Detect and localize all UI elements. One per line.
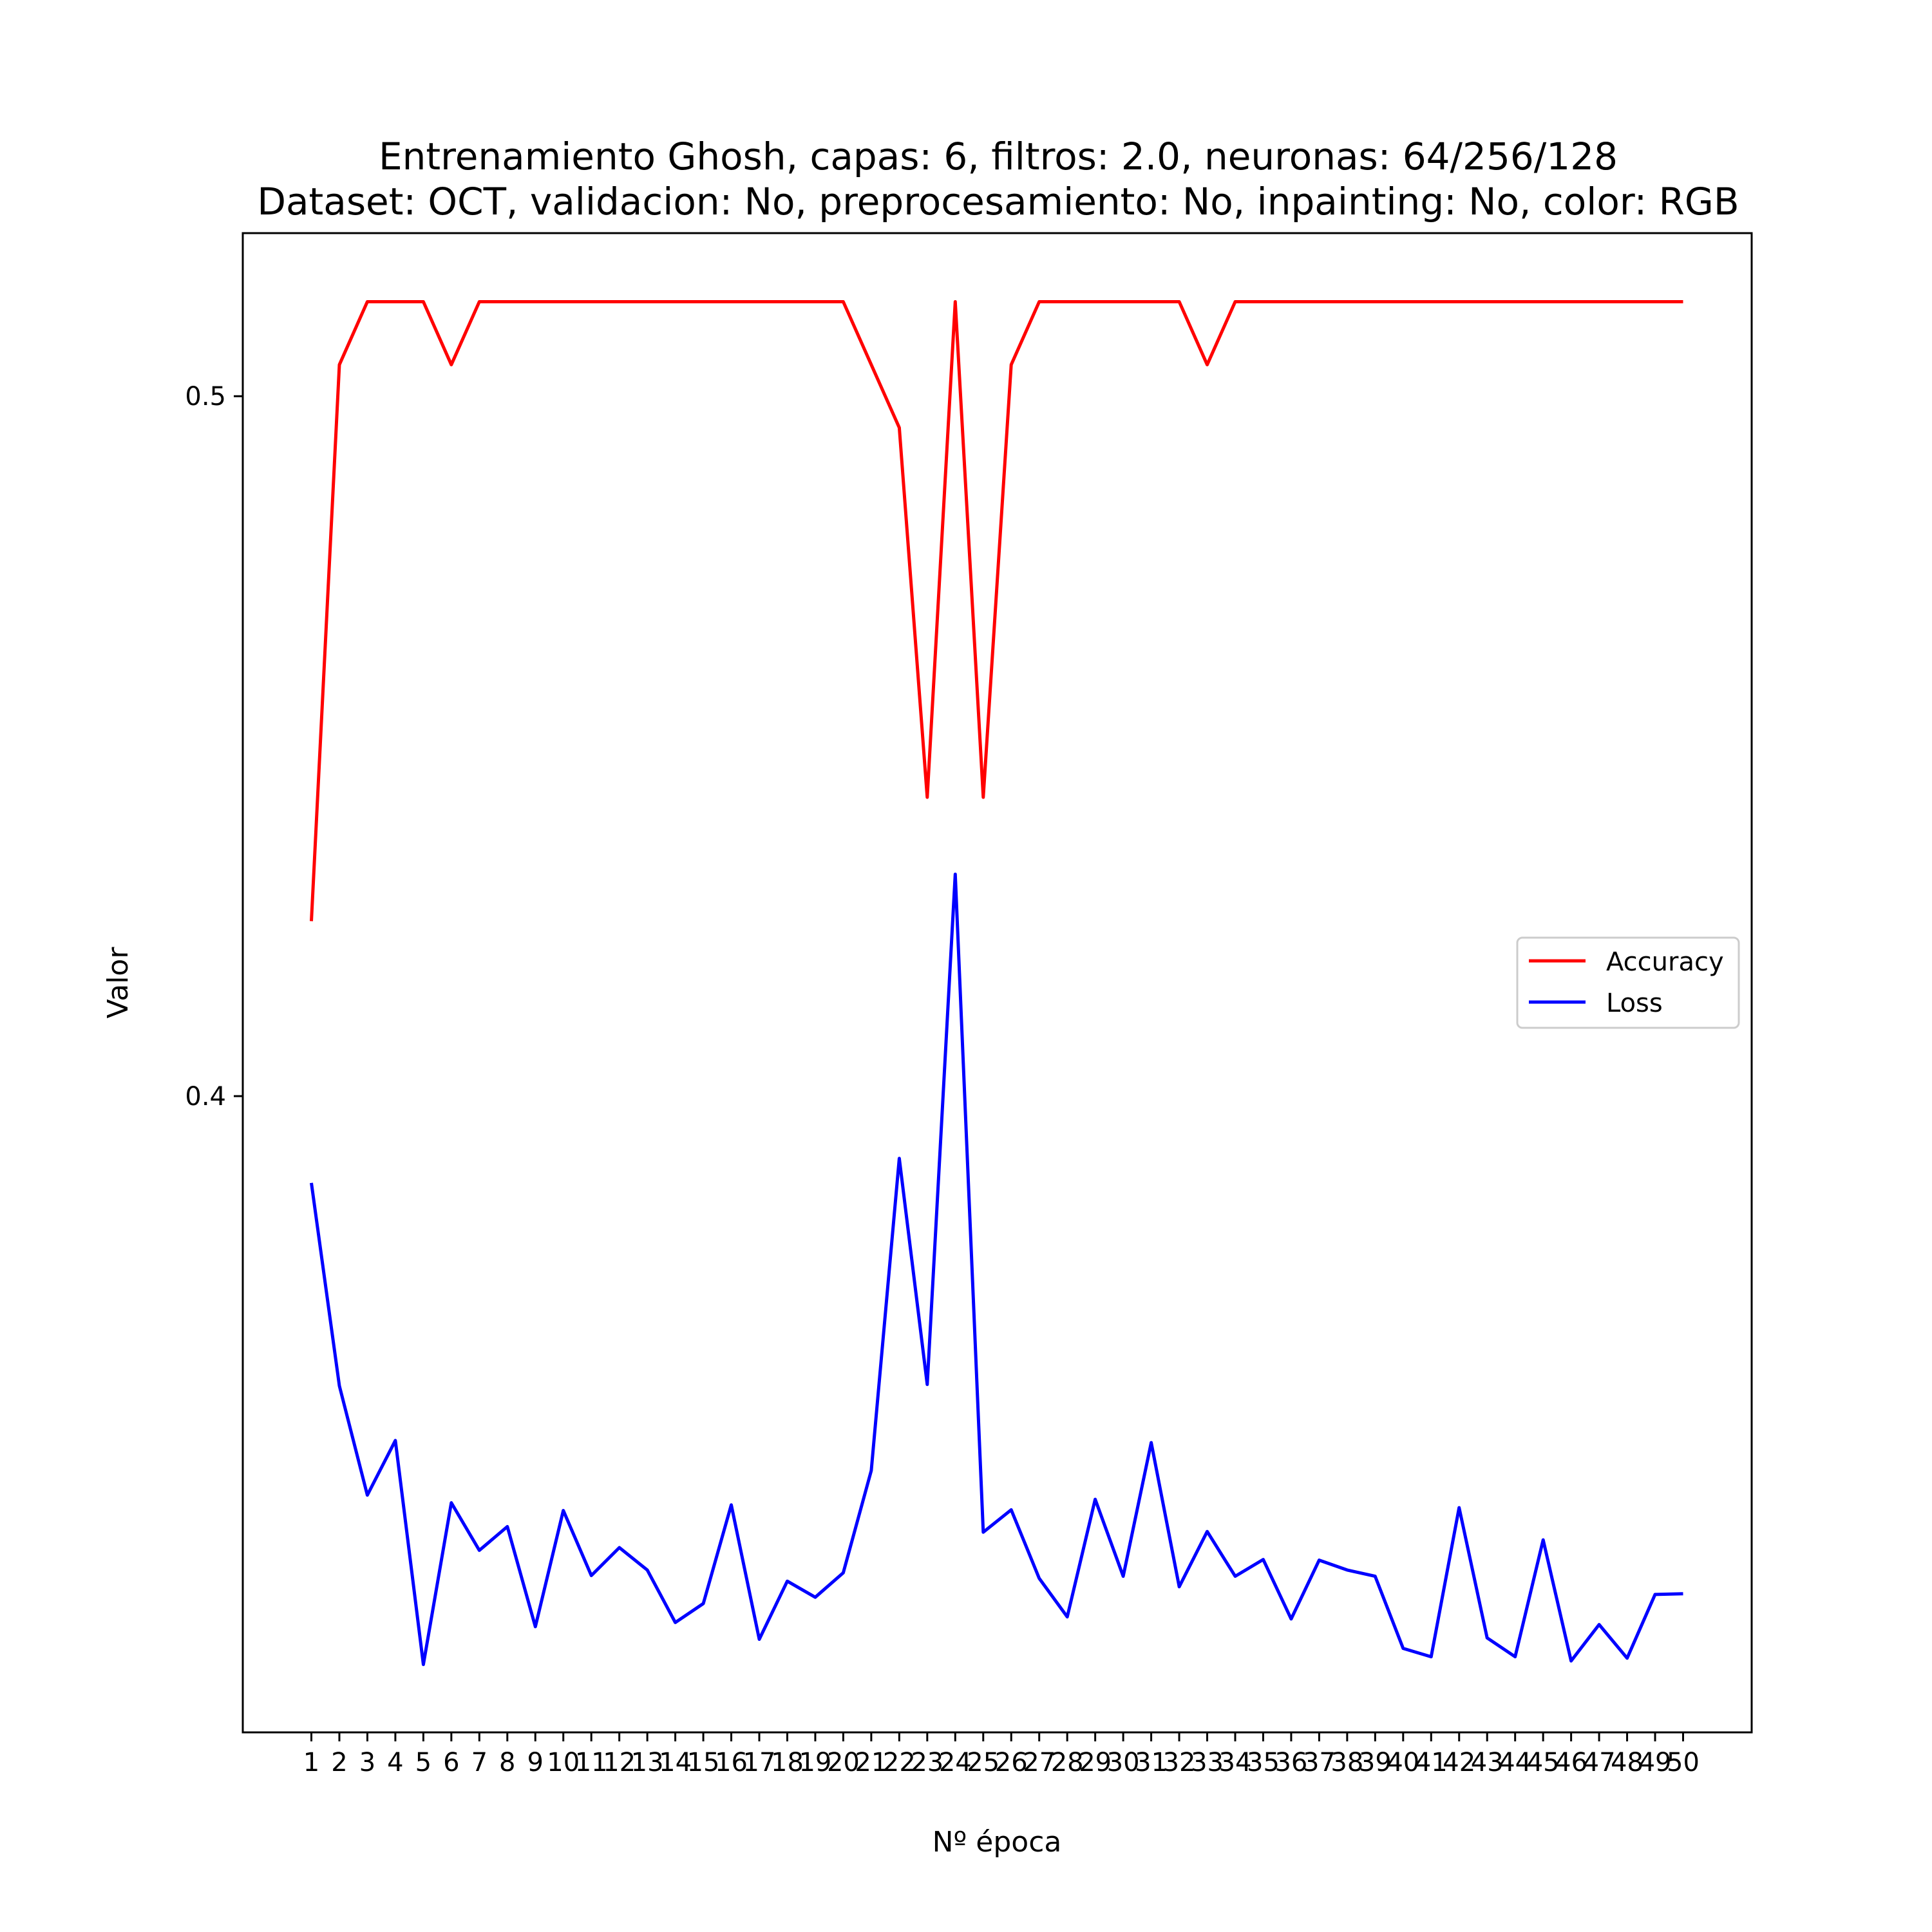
legend-label-accuracy: Accuracy xyxy=(1606,947,1724,977)
x-tick-label: 33 xyxy=(1191,1748,1224,1777)
x-tick-label: 50 xyxy=(1667,1748,1700,1777)
x-tick-label: 44 xyxy=(1499,1748,1531,1777)
legend-label-loss: Loss xyxy=(1606,989,1663,1018)
x-tick-label: 43 xyxy=(1471,1748,1504,1777)
x-tick-label: 21 xyxy=(855,1748,887,1777)
x-tick-label: 23 xyxy=(911,1748,943,1777)
x-tick-label: 30 xyxy=(1107,1748,1140,1777)
x-axis-label: Nº época xyxy=(933,1826,1062,1859)
series-line-accuracy xyxy=(310,300,1683,922)
x-tick-label: 1 xyxy=(303,1748,319,1777)
chart-title: Entrenamiento Ghosh, capas: 6, filtros: … xyxy=(379,135,1618,178)
x-tick-label: 35 xyxy=(1247,1748,1280,1777)
x-tick-label: 20 xyxy=(827,1748,860,1777)
x-tick-label: 41 xyxy=(1415,1748,1448,1777)
x-tick-label: 29 xyxy=(1079,1748,1112,1777)
y-axis-label: Valor xyxy=(102,947,135,1019)
x-tick-label: 31 xyxy=(1135,1748,1168,1777)
x-tick-label: 8 xyxy=(499,1748,515,1777)
plot-frame xyxy=(242,232,1753,1734)
x-tick-label: 49 xyxy=(1639,1748,1672,1777)
x-tick-label: 16 xyxy=(715,1748,748,1777)
x-tick-label: 9 xyxy=(527,1748,544,1777)
x-tick-label: 4 xyxy=(387,1748,403,1777)
x-tick-label: 7 xyxy=(471,1748,488,1777)
x-tick-label: 3 xyxy=(359,1748,375,1777)
x-tick-label: 15 xyxy=(687,1748,720,1777)
x-tick-label: 13 xyxy=(631,1748,664,1777)
y-tick-label: 0.5 xyxy=(185,382,226,412)
x-tick-label: 25 xyxy=(967,1748,999,1777)
x-tick-label: 27 xyxy=(1023,1748,1056,1777)
x-tick-label: 24 xyxy=(939,1748,972,1777)
x-tick-label: 19 xyxy=(799,1748,831,1777)
series-line-loss xyxy=(310,873,1683,1667)
x-tick-label: 5 xyxy=(415,1748,431,1777)
x-tick-label: 39 xyxy=(1359,1748,1392,1777)
y-tick-label: 0.4 xyxy=(185,1082,226,1112)
x-tick-label: 28 xyxy=(1051,1748,1084,1777)
x-tick-label: 18 xyxy=(771,1748,804,1777)
x-tick-label: 10 xyxy=(547,1748,580,1777)
chart-subtitle: Dataset: OCT, validacion: No, preprocesa… xyxy=(257,180,1739,223)
x-tick-label: 22 xyxy=(883,1748,916,1777)
x-tick-label: 32 xyxy=(1163,1748,1196,1777)
x-tick-label: 6 xyxy=(443,1748,459,1777)
x-tick-label: 47 xyxy=(1583,1748,1616,1777)
x-tick-label: 38 xyxy=(1331,1748,1363,1777)
x-tick-label: 17 xyxy=(743,1748,776,1777)
x-tick-label: 11 xyxy=(575,1748,608,1777)
x-tick-label: 36 xyxy=(1274,1748,1307,1777)
x-tick-label: 42 xyxy=(1443,1748,1475,1777)
x-tick-label: 26 xyxy=(995,1748,1028,1777)
x-tick-label: 45 xyxy=(1527,1748,1560,1777)
y-axis: 0.4 0.5 xyxy=(185,382,243,1112)
x-axis: 1 2 3 4 5 6 7 8 9 1011121314151617181920212223242… xyxy=(303,1732,1700,1777)
legend: Accuracy Loss xyxy=(1516,936,1740,1029)
x-tick-label: 46 xyxy=(1555,1748,1587,1777)
x-tick-label: 40 xyxy=(1387,1748,1419,1777)
x-tick-label: 34 xyxy=(1219,1748,1252,1777)
x-tick-label: 2 xyxy=(331,1748,347,1777)
x-tick-label: 37 xyxy=(1303,1748,1336,1777)
x-tick-label: 12 xyxy=(603,1748,636,1777)
x-tick-label: 14 xyxy=(659,1748,692,1777)
x-tick-label: 48 xyxy=(1611,1748,1643,1777)
plot-area xyxy=(310,300,1683,1667)
